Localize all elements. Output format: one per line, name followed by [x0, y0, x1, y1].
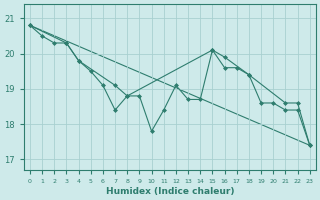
X-axis label: Humidex (Indice chaleur): Humidex (Indice chaleur) [106, 187, 234, 196]
